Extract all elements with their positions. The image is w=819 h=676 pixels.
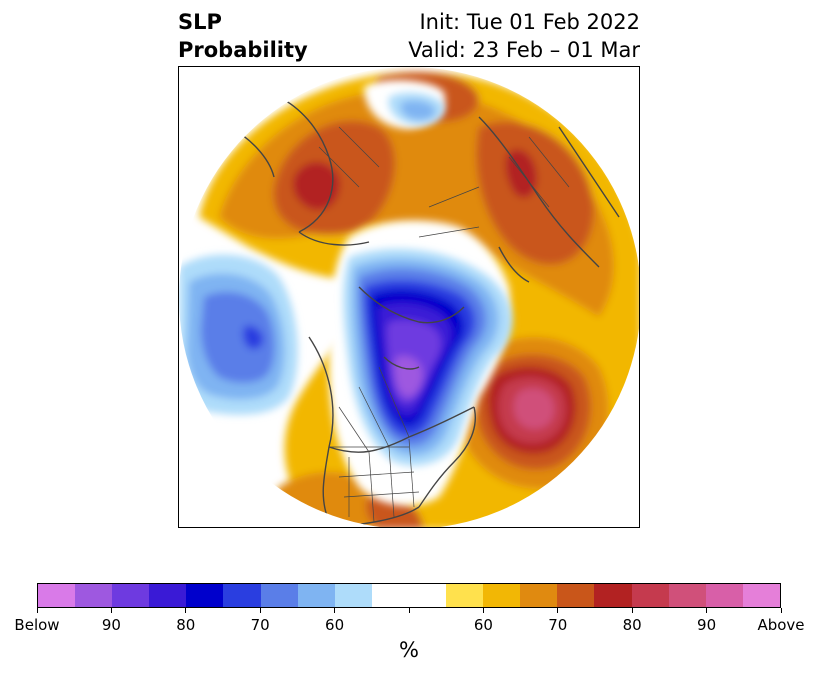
probability-field bbox=[179, 71, 639, 527]
colorbar-tick bbox=[706, 608, 708, 613]
colorbar-tick-label: 80 bbox=[622, 616, 642, 634]
colorbar-tick bbox=[780, 608, 782, 613]
colorbar-tick bbox=[110, 608, 112, 613]
init-date: Init: Tue 01 Feb 2022 bbox=[419, 10, 640, 34]
title-variable: SLP bbox=[178, 10, 222, 34]
colorbar-tick bbox=[482, 608, 484, 613]
colorbar-segment bbox=[371, 584, 409, 607]
valid-range: Valid: 23 Feb – 01 Mar bbox=[408, 38, 640, 62]
colorbar-tick-label: 60 bbox=[325, 616, 345, 634]
colorbar-segment bbox=[75, 584, 113, 607]
colorbar-tick-label: 70 bbox=[250, 616, 270, 634]
colorbar-tick-label: 80 bbox=[176, 616, 196, 634]
colorbar-tick-label: 70 bbox=[548, 616, 568, 634]
polar-map-svg bbox=[179, 71, 639, 527]
colorbar-segment bbox=[742, 584, 780, 607]
colorbar-segment bbox=[186, 584, 224, 607]
colorbar-tick-label: 90 bbox=[101, 616, 121, 634]
colorbar-tick bbox=[185, 608, 187, 613]
colorbar-tick bbox=[259, 608, 261, 613]
title-product: Probability bbox=[178, 38, 308, 62]
colorbar-segment bbox=[446, 584, 484, 607]
colorbar-segment bbox=[38, 584, 76, 607]
colorbar-segment bbox=[594, 584, 632, 607]
colorbar-segment bbox=[223, 584, 261, 607]
colorbar-unit-label: % bbox=[399, 638, 419, 662]
probability-map bbox=[178, 66, 640, 528]
colorbar-segment bbox=[297, 584, 335, 607]
colorbar-tick bbox=[631, 608, 633, 613]
borders bbox=[318, 126, 570, 523]
arctic-below-normal bbox=[388, 92, 445, 125]
colorbar-segment bbox=[149, 584, 187, 607]
colorbar-segment bbox=[260, 584, 298, 607]
title-left: SLP Probability bbox=[178, 8, 308, 64]
colorbar-tick-label: 60 bbox=[473, 616, 493, 634]
colorbar-segment bbox=[334, 584, 372, 607]
colorbar-segment bbox=[557, 584, 595, 607]
colorbar-tick bbox=[408, 608, 410, 613]
title-right: Init: Tue 01 Feb 2022 Valid: 23 Feb – 01… bbox=[408, 8, 640, 64]
colorbar-segment bbox=[483, 584, 521, 607]
colorbar bbox=[37, 583, 781, 608]
colorbar-tick bbox=[334, 608, 336, 613]
colorbar-segment bbox=[668, 584, 706, 607]
above-normal-region bbox=[199, 71, 639, 527]
colorbar-segment bbox=[112, 584, 150, 607]
colorbar-tick-label: 90 bbox=[697, 616, 717, 634]
colorbar-tick-label: Above bbox=[757, 616, 805, 634]
colorbar-segment bbox=[520, 584, 558, 607]
colorbar-tick-label: Below bbox=[14, 616, 60, 634]
colorbar-tick bbox=[36, 608, 38, 613]
colorbar-tick bbox=[557, 608, 559, 613]
colorbar-segment bbox=[705, 584, 743, 607]
colorbar-segment bbox=[408, 584, 447, 607]
pacific-below-normal bbox=[179, 254, 298, 415]
colorbar-segment bbox=[631, 584, 669, 607]
